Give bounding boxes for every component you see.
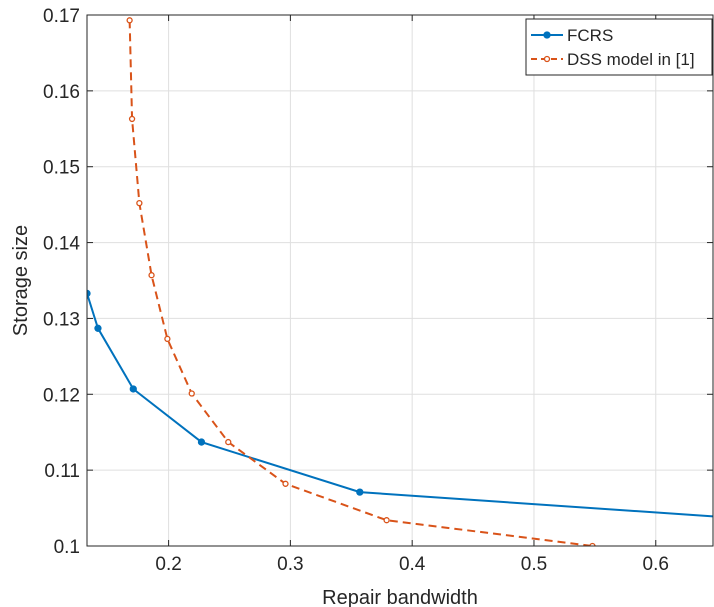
series-2 (126, 17, 596, 546)
y-tick-label: 0.11 (44, 461, 80, 482)
grid (87, 14, 713, 547)
y-tick-label: 0.14 (43, 234, 80, 255)
data-point (94, 324, 102, 332)
data-point (188, 390, 195, 397)
series-1 (87, 289, 713, 518)
data-point (148, 272, 155, 279)
data-point (164, 335, 171, 343)
legend-marker (543, 55, 551, 63)
x-axis-label: Repair bandwidth (322, 587, 478, 607)
plot-series (87, 17, 713, 546)
x-tick-label: 0.2 (155, 554, 181, 575)
x-tick-label: 0.5 (521, 554, 547, 575)
data-point (129, 385, 137, 393)
y-tick-label: 0.16 (43, 82, 80, 103)
x-tick-label: 0.4 (399, 554, 426, 575)
legend-entry: FCRS (567, 26, 613, 45)
y-tick-label: 0.1 (54, 537, 80, 558)
y-tick-label: 0.12 (43, 385, 80, 406)
x-tick-label: 0.3 (277, 554, 303, 575)
data-point (128, 115, 136, 123)
data-point (282, 480, 289, 487)
axes-box (86, 14, 714, 547)
data-point (383, 517, 390, 524)
series-line (87, 293, 713, 518)
data-point (126, 17, 133, 24)
y-axis-label: Storage size (10, 225, 32, 336)
data-point (197, 438, 206, 446)
legend-box (525, 18, 713, 76)
legend-entry: DSS model in [1] (567, 50, 695, 69)
y-tick-label: 0.13 (43, 309, 80, 330)
legend-marker (543, 31, 551, 39)
data-point (87, 289, 91, 298)
data-point (589, 542, 596, 546)
ticks: 0.2 0.3 0.4 0.5 0.6 0.1 0.11 0.12 0.13 0.14 0.15 0.… (43, 6, 713, 575)
legend: FCRS DSS model in [1] (525, 18, 713, 76)
x-tick-label: 0.6 (643, 554, 669, 575)
data-point (356, 488, 364, 496)
data-point (225, 438, 232, 446)
y-tick-label: 0.15 (43, 158, 80, 179)
y-tick-label: 0.17 (43, 6, 80, 27)
series-line (128, 20, 593, 546)
data-point (136, 199, 143, 207)
